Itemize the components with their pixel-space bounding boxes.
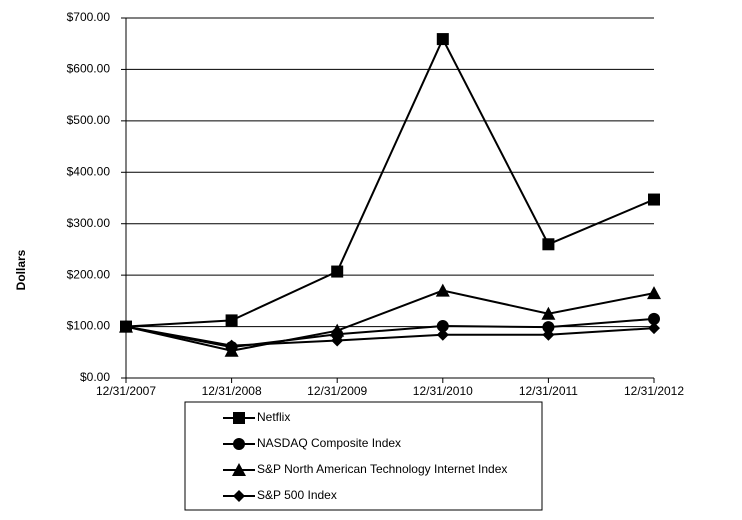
legend-marker <box>233 490 245 502</box>
y-tick-label: $500.00 <box>67 113 111 127</box>
x-tick-label: 12/31/2011 <box>519 384 578 398</box>
y-tick-label: $700.00 <box>67 10 111 24</box>
legend-marker <box>232 463 246 476</box>
marker <box>542 328 555 341</box>
y-tick-label: $0.00 <box>80 370 110 384</box>
series-line <box>125 289 655 352</box>
marker <box>542 321 555 334</box>
legend-label: S&P North American Technology Internet I… <box>257 462 507 476</box>
y-tick-label: $400.00 <box>67 164 111 178</box>
x-tick-label: 12/31/2007 <box>96 384 156 398</box>
marker <box>542 238 555 251</box>
legend-marker <box>233 438 245 450</box>
y-tick-label: $600.00 <box>67 62 111 76</box>
x-tick-label: 12/31/2012 <box>624 384 684 398</box>
x-tick-label: 12/31/2010 <box>413 384 473 398</box>
series-line <box>125 317 655 349</box>
legend-label: S&P 500 Index <box>257 488 337 502</box>
marker <box>331 265 344 278</box>
y-axis-label: Dollars <box>14 249 28 290</box>
y-tick-label: $200.00 <box>67 267 111 281</box>
marker <box>648 193 660 206</box>
series-line <box>125 36 655 328</box>
y-tick-label: $300.00 <box>67 216 111 230</box>
marker <box>436 328 449 341</box>
marker <box>225 339 238 352</box>
marker <box>648 312 660 325</box>
marker <box>436 320 449 333</box>
legend-label: NASDAQ Composite Index <box>257 436 401 450</box>
marker <box>541 306 556 320</box>
legend-marker <box>233 412 245 424</box>
marker <box>435 283 450 297</box>
marker <box>648 322 660 335</box>
y-tick-label: $100.00 <box>67 319 111 333</box>
series-line <box>125 325 655 347</box>
marker <box>647 286 661 300</box>
marker <box>436 33 449 46</box>
x-tick-label: 12/31/2008 <box>202 384 262 398</box>
marker <box>330 323 345 337</box>
x-tick-label: 12/31/2009 <box>307 384 367 398</box>
marker <box>120 320 132 333</box>
legend-box <box>184 401 543 511</box>
marker <box>225 314 238 327</box>
legend-label: Netflix <box>257 410 290 424</box>
marker <box>331 334 344 347</box>
